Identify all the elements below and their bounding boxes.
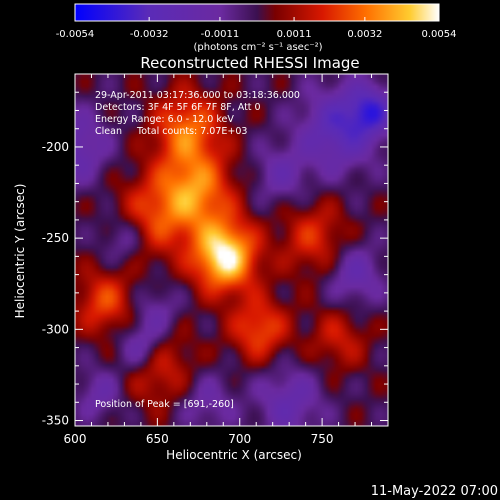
- y-tick-label: -350: [42, 414, 69, 428]
- x-axis-label: Heliocentric X (arcsec): [166, 448, 302, 462]
- footer-timestamp: 11-May-2022 07:00: [371, 484, 498, 499]
- annotation-clean-counts: Clean Total counts: 7.07E+03: [95, 126, 247, 137]
- y-axis-label: Heliocentric Y (arcsec): [13, 184, 27, 319]
- colorbar-unit-label: (photons cm⁻² s⁻¹ asec⁻²): [193, 42, 322, 53]
- x-tick-label: 700: [228, 432, 251, 446]
- y-tick-label: -200: [42, 140, 69, 154]
- colorbar-tick-label: -0.0032: [130, 29, 169, 40]
- colorbar-tick-label: 0.0054: [422, 29, 457, 40]
- annotation-detectors: Detectors: 3F 4F 5F 6F 7F 8F, Att 0: [95, 102, 261, 113]
- x-tick-label: 650: [146, 432, 169, 446]
- chart-title: Reconstructed RHESSI Image: [140, 54, 359, 72]
- heatmap-image: [75, 74, 388, 426]
- y-tick-label: -250: [42, 231, 69, 245]
- plot-frame: [74, 73, 389, 427]
- colorbar-gradient: [74, 3, 440, 22]
- annotation-block: 29-Apr-2011 03:17:36.000 to 03:18:36.000…: [95, 90, 300, 137]
- colorbar-tick-label: -0.0054: [56, 29, 95, 40]
- annotation-energy-range: Energy Range: 6.0 - 12.0 keV: [95, 114, 234, 125]
- colorbar-tick-label: 0.0032: [347, 29, 382, 40]
- plot-area: 600 650 700 750 -200 -250 -300 -350: [42, 73, 389, 446]
- colorbar: -0.0054 -0.0032 -0.0011 0.0011 0.0032 0.0054 …: [56, 3, 457, 53]
- peak-position-label: Position of Peak = [691,-260]: [95, 399, 234, 410]
- annotation-time-range: 29-Apr-2011 03:17:36.000 to 03:18:36.000: [95, 90, 300, 101]
- y-tick-label: -300: [42, 322, 69, 336]
- x-tick-label: 600: [64, 432, 87, 446]
- colorbar-tick-label: 0.0011: [277, 29, 312, 40]
- colorbar-tick-label: -0.0011: [201, 29, 240, 40]
- x-tick-label: 750: [311, 432, 334, 446]
